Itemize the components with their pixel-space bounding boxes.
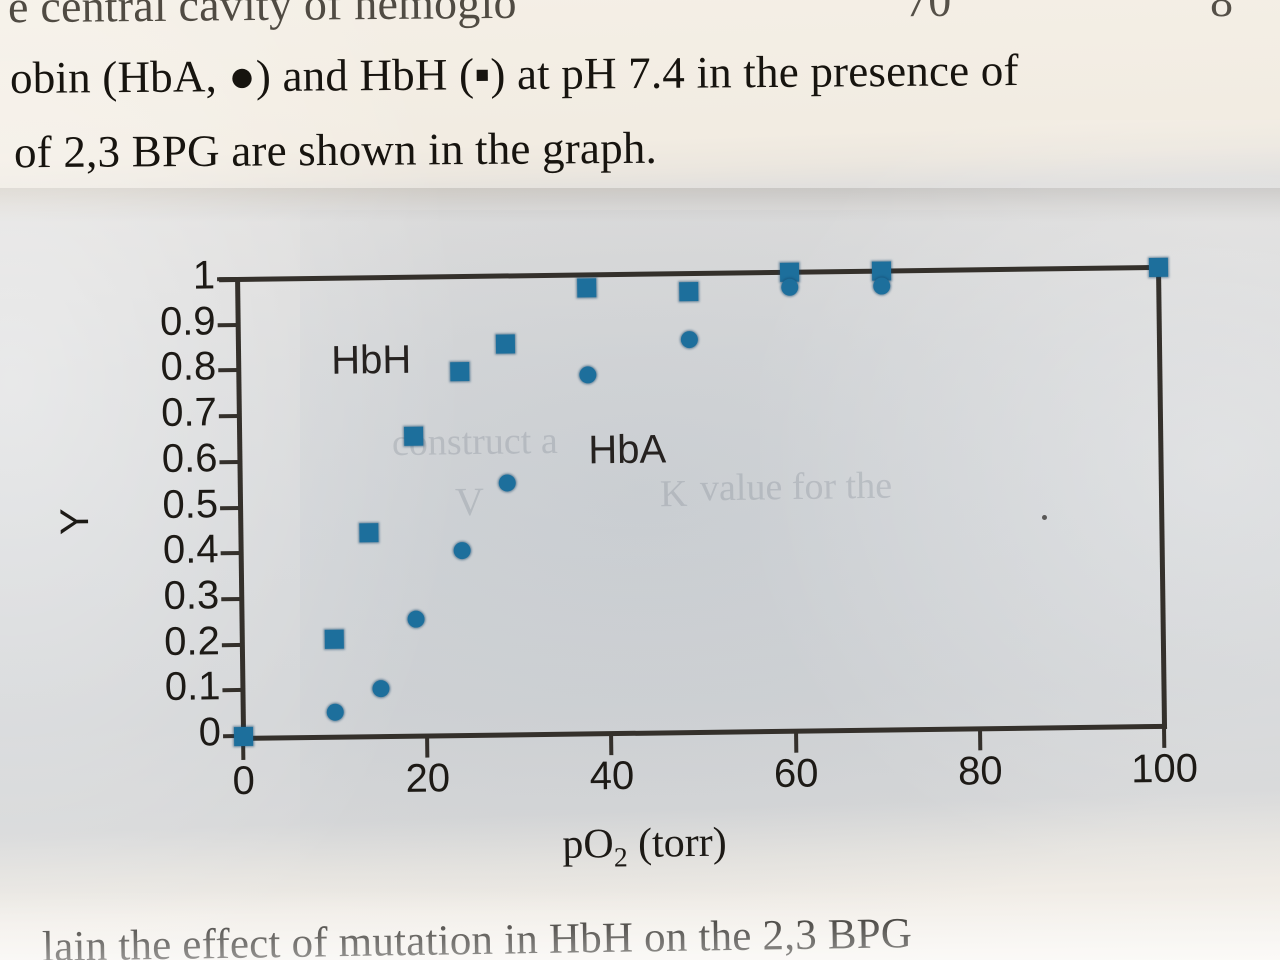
paper-speck	[1042, 515, 1047, 520]
text-line-top-cut: e central cavity of hemoglo	[7, 0, 517, 33]
text-line-top-right-number-1: 70	[904, 0, 952, 27]
text-line-top-right-number-2: 8	[1209, 0, 1234, 27]
text-line-2: of 2,3 BPG are shown in the graph.	[13, 122, 658, 178]
text-line-1: obin (HbA, ●) and HbH (▪) at pH 7.4 in t…	[9, 45, 1019, 103]
